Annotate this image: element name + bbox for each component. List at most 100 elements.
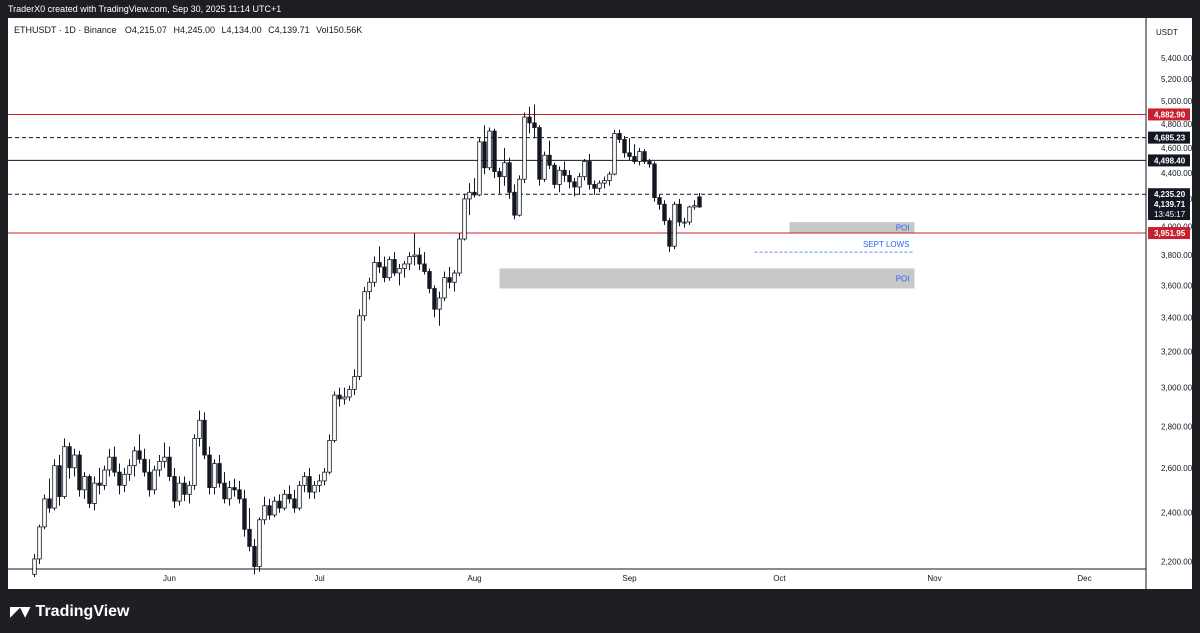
candle-body[interactable]	[687, 206, 692, 223]
candle-body[interactable]	[277, 500, 282, 509]
candle-body[interactable]	[672, 203, 677, 247]
candle-body[interactable]	[297, 484, 302, 509]
candle-body[interactable]	[32, 558, 37, 575]
candle-body[interactable]	[127, 465, 132, 475]
candle-body[interactable]	[167, 456, 172, 477]
candle-body[interactable]	[547, 154, 552, 166]
candle-body[interactable]	[512, 191, 517, 216]
candle-body[interactable]	[482, 141, 487, 169]
candle-body[interactable]	[477, 141, 482, 196]
candle-body[interactable]	[282, 493, 287, 509]
candle-body[interactable]	[642, 151, 647, 162]
candle-body[interactable]	[272, 500, 277, 516]
candle-body[interactable]	[337, 394, 342, 400]
candle-body[interactable]	[492, 130, 497, 172]
candle-body[interactable]	[462, 198, 467, 240]
candle-body[interactable]	[422, 263, 427, 272]
candle-body[interactable]	[682, 221, 687, 224]
candle-body[interactable]	[187, 484, 192, 495]
candle-body[interactable]	[517, 178, 522, 216]
candle-body[interactable]	[457, 238, 462, 274]
candle-body[interactable]	[637, 151, 642, 162]
candle-body[interactable]	[522, 116, 527, 180]
candle-body[interactable]	[587, 161, 592, 185]
candle-body[interactable]	[227, 487, 232, 500]
candle-body[interactable]	[132, 450, 137, 467]
candle-body[interactable]	[217, 463, 222, 484]
candle-body[interactable]	[97, 482, 102, 486]
candle-body[interactable]	[82, 476, 87, 491]
candle-body[interactable]	[177, 482, 182, 502]
candle-body[interactable]	[542, 154, 547, 180]
poi-zone[interactable]	[789, 222, 915, 233]
candle-body[interactable]	[302, 476, 307, 486]
candle-body[interactable]	[552, 164, 557, 185]
candle-body[interactable]	[377, 262, 382, 268]
candlestick-chart[interactable]: ETHUSDT · 1D · Binance O4,215.07 H4,245.…	[8, 18, 1192, 589]
candle-body[interactable]	[397, 268, 402, 274]
candle-body[interactable]	[157, 460, 162, 471]
candle-body[interactable]	[387, 259, 392, 279]
candle-body[interactable]	[212, 463, 217, 488]
candle-body[interactable]	[677, 203, 682, 223]
candle-body[interactable]	[697, 196, 702, 208]
candle-body[interactable]	[232, 487, 237, 491]
candle-body[interactable]	[222, 482, 227, 500]
candle-body[interactable]	[497, 171, 502, 178]
candle-body[interactable]	[692, 205, 697, 208]
candle-body[interactable]	[502, 162, 507, 178]
candle-body[interactable]	[647, 161, 652, 165]
candle-body[interactable]	[172, 476, 177, 502]
candle-body[interactable]	[557, 169, 562, 185]
candle-body[interactable]	[247, 528, 252, 547]
candle-body[interactable]	[37, 526, 42, 560]
candle-body[interactable]	[192, 438, 197, 486]
candle-body[interactable]	[442, 277, 447, 299]
candle-body[interactable]	[47, 498, 52, 509]
candle-body[interactable]	[152, 469, 157, 491]
candle-body[interactable]	[392, 259, 397, 274]
candle-body[interactable]	[182, 482, 187, 495]
candle-body[interactable]	[572, 181, 577, 188]
candle-body[interactable]	[312, 484, 317, 493]
candle-body[interactable]	[197, 419, 202, 439]
candle-body[interactable]	[537, 127, 542, 180]
candle-body[interactable]	[122, 473, 127, 486]
candle-body[interactable]	[372, 262, 377, 283]
candle-body[interactable]	[617, 133, 622, 140]
candle-body[interactable]	[107, 456, 112, 471]
candle-body[interactable]	[352, 376, 357, 390]
candle-body[interactable]	[577, 176, 582, 188]
candle-body[interactable]	[527, 116, 532, 124]
candle-body[interactable]	[342, 396, 347, 400]
candle-body[interactable]	[332, 394, 337, 441]
candle-body[interactable]	[532, 122, 537, 128]
candle-body[interactable]	[357, 315, 362, 377]
candle-body[interactable]	[202, 419, 207, 456]
candle-body[interactable]	[142, 458, 147, 473]
candle-body[interactable]	[207, 454, 212, 488]
candle-body[interactable]	[437, 297, 442, 310]
candle-body[interactable]	[72, 454, 77, 469]
candle-body[interactable]	[162, 456, 167, 462]
candle-body[interactable]	[267, 505, 272, 516]
candle-body[interactable]	[147, 471, 152, 491]
candle-body[interactable]	[652, 163, 657, 198]
candle-body[interactable]	[607, 173, 612, 181]
candle-body[interactable]	[262, 505, 267, 521]
candle-body[interactable]	[582, 161, 587, 178]
candle-body[interactable]	[612, 133, 617, 175]
candle-body[interactable]	[327, 440, 332, 473]
candle-body[interactable]	[367, 281, 372, 293]
candle-body[interactable]	[87, 476, 92, 504]
candle-body[interactable]	[307, 476, 312, 493]
candle-body[interactable]	[287, 493, 292, 500]
candle-body[interactable]	[407, 256, 412, 265]
candle-body[interactable]	[317, 480, 322, 486]
candle-body[interactable]	[137, 450, 142, 460]
candle-body[interactable]	[667, 220, 672, 247]
candle-body[interactable]	[487, 130, 492, 169]
candle-body[interactable]	[597, 182, 602, 189]
candle-body[interactable]	[562, 169, 567, 176]
candle-body[interactable]	[622, 139, 627, 154]
